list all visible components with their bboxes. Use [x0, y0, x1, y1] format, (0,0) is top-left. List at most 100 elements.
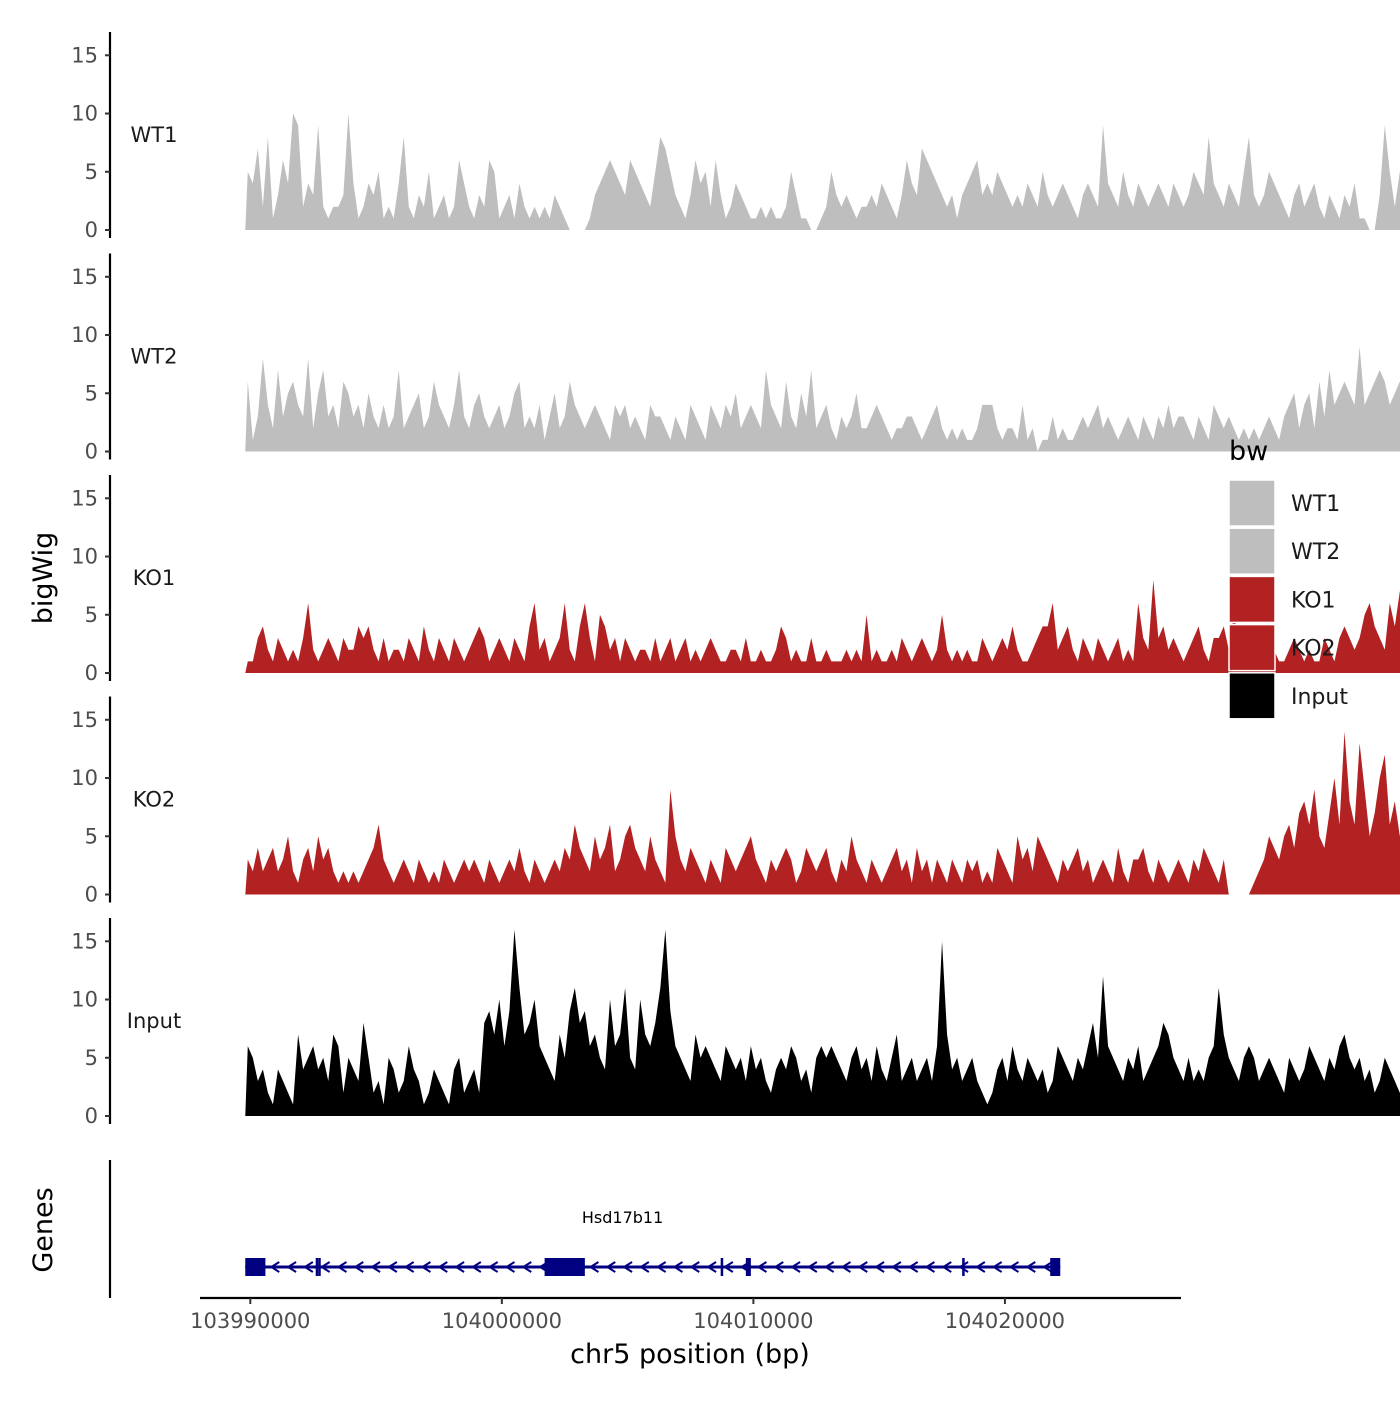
legend-label-input: Input: [1291, 685, 1348, 710]
track-input: 0 5 10 15 Input: [71, 918, 1400, 1128]
gene-panel-title: Genes: [28, 1187, 59, 1272]
strand-chevron: [403, 1261, 415, 1273]
track-label: KO2: [133, 788, 176, 812]
legend-key-ko2: [1228, 623, 1276, 672]
strand-chevron: [941, 1261, 952, 1273]
x-tick-label: 104000000: [442, 1309, 562, 1333]
strand-chevron: [622, 1261, 633, 1273]
strand-chevron: [1008, 1261, 1020, 1273]
x-tick-label: 104010000: [693, 1309, 813, 1333]
strand-chevron: [504, 1261, 516, 1273]
y-tick-label: 15: [71, 929, 98, 953]
strand-chevron: [924, 1261, 936, 1273]
strand-chevron: [773, 1261, 784, 1273]
legend-key-input: [1228, 672, 1276, 720]
legend-title: bw: [1229, 436, 1268, 467]
legend-label-wt1: WT1: [1291, 492, 1340, 517]
y-tick-label: 15: [71, 486, 98, 510]
signal-area-ko1: [245, 579, 1400, 673]
strand-chevron: [840, 1261, 852, 1273]
strand-chevron: [756, 1261, 768, 1273]
exon: [315, 1258, 319, 1276]
strand-chevron: [437, 1261, 448, 1273]
strand-chevron: [302, 1261, 314, 1273]
y-tick-label: 0: [85, 440, 98, 464]
track-wt1: 0 5 10 15 WT1: [71, 32, 1400, 242]
legend-label-ko1: KO1: [1291, 588, 1336, 613]
track-wt2: 0 5 10 15 WT2: [71, 253, 1400, 464]
strand-chevron: [890, 1261, 902, 1273]
exon: [245, 1258, 266, 1276]
strand-chevron: [790, 1261, 801, 1273]
strand-chevron: [672, 1261, 684, 1273]
y-tick-label: 5: [85, 603, 98, 627]
signal-area-ko2: [245, 731, 1400, 895]
x-axis-title: chr5 position (bp): [570, 1339, 810, 1370]
strand-chevron: [706, 1261, 717, 1273]
y-tick-label: 10: [71, 988, 98, 1012]
strand-chevron: [907, 1261, 919, 1273]
signal-area-wt2: [245, 346, 1400, 452]
exon: [720, 1258, 724, 1276]
strand-chevron: [958, 1261, 969, 1273]
gene-name-label: Hsd17b11: [582, 1208, 663, 1227]
y-tick-label: 15: [71, 708, 98, 732]
legend-key-wt1: [1228, 479, 1276, 527]
strand-chevron: [588, 1261, 600, 1273]
y-tick-label: 0: [85, 1104, 98, 1128]
track-panels: 0 5 10 15 WT1 0 5 10 15 WT2 0 5 10 15 KO1 0 5 10 15 KO2 0 5 10…: [71, 32, 1400, 1128]
strand-chevron: [319, 1261, 331, 1273]
legend-label-wt2: WT2: [1291, 540, 1340, 565]
strand-chevron: [353, 1261, 364, 1273]
y-tick-label: 10: [71, 545, 98, 569]
exon: [745, 1258, 751, 1276]
strand-chevron: [806, 1261, 818, 1273]
legend-key-ko1: [1228, 575, 1276, 624]
legend: bw WT1 WT2 KO1 KO2 Input: [1228, 436, 1348, 720]
strand-chevron: [823, 1261, 835, 1273]
legend-key-wt2: [1228, 527, 1276, 575]
exon: [962, 1258, 965, 1276]
y-tick-label: 5: [85, 381, 98, 405]
track-label: Input: [127, 1009, 181, 1033]
strand-chevron: [470, 1261, 482, 1273]
gene-panel: Hsd17b11 103990000 104000000 104010000 10402…: [108, 1160, 1181, 1333]
strand-chevron: [638, 1261, 650, 1273]
y-tick-label: 15: [71, 43, 98, 67]
strand-chevron: [487, 1261, 499, 1273]
signal-area-wt1: [245, 113, 1400, 230]
gene-hsd17b11: Hsd17b11: [245, 1208, 1061, 1276]
y-tick-label: 5: [85, 160, 98, 184]
legend-label-ko2: KO2: [1291, 637, 1336, 662]
strand-chevron: [1042, 1261, 1053, 1273]
y-axis-title: bigWig: [28, 532, 59, 625]
strand-chevron: [521, 1261, 532, 1273]
exon: [1050, 1258, 1061, 1276]
y-tick-label: 10: [71, 102, 98, 126]
y-tick-label: 10: [71, 323, 98, 347]
x-tick-label: 104020000: [945, 1309, 1065, 1333]
signal-area-input: [245, 929, 1400, 1116]
strand-chevron: [655, 1261, 667, 1273]
strand-chevron: [722, 1261, 734, 1273]
y-tick-label: 10: [71, 766, 98, 790]
strand-chevron: [857, 1261, 868, 1273]
exon: [544, 1258, 585, 1276]
strand-chevron: [454, 1261, 465, 1273]
y-tick-label: 5: [85, 1046, 98, 1070]
strand-chevron: [689, 1261, 700, 1273]
strand-chevron: [874, 1261, 885, 1273]
exon: [318, 1258, 321, 1276]
x-axis: 103990000 104000000 104010000 104020000: [190, 1296, 1181, 1333]
strand-chevron: [386, 1261, 398, 1273]
track-label: KO1: [133, 566, 176, 590]
track-label: WT1: [131, 123, 178, 147]
x-tick-label: 103990000: [190, 1309, 310, 1333]
y-tick-label: 0: [85, 661, 98, 685]
strand-chevron: [1025, 1261, 1036, 1273]
track-ko1: 0 5 10 15 KO1: [71, 475, 1400, 685]
strand-chevron: [974, 1261, 986, 1273]
strand-chevron: [991, 1261, 1003, 1273]
y-tick-label: 0: [85, 883, 98, 907]
